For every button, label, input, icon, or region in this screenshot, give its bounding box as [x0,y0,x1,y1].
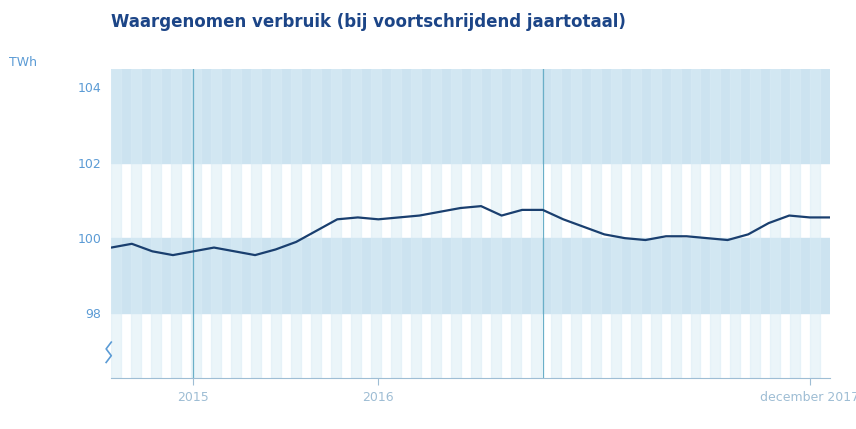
Bar [411,69,421,378]
Bar [231,69,241,378]
Bar [211,69,221,378]
Bar [511,69,520,378]
Bar [790,69,800,378]
Text: TWh: TWh [9,56,37,69]
Bar [490,69,501,378]
Bar [631,69,640,378]
Bar [351,69,361,378]
Bar [591,69,601,378]
Bar [111,69,830,163]
Bar [670,69,681,378]
Text: Waargenomen verbruik (bij voortschrijdend jaartotaal): Waargenomen verbruik (bij voortschrijden… [111,13,626,31]
Bar [751,69,760,378]
Bar [191,69,201,378]
Bar [111,238,830,314]
Bar [111,69,122,378]
Bar [451,69,461,378]
Bar [691,69,700,378]
Bar [251,69,261,378]
Bar [811,69,820,378]
Bar [471,69,481,378]
Bar [651,69,661,378]
Bar [271,69,281,378]
Bar [770,69,781,378]
Bar [431,69,441,378]
Bar [571,69,580,378]
Bar [131,69,141,378]
Bar [730,69,740,378]
Bar [371,69,381,378]
Bar [152,69,161,378]
Bar [391,69,401,378]
Bar [171,69,181,378]
Bar [710,69,721,378]
Bar [311,69,321,378]
Bar [550,69,561,378]
Bar [610,69,621,378]
Bar [531,69,541,378]
Bar [291,69,301,378]
Bar [331,69,341,378]
